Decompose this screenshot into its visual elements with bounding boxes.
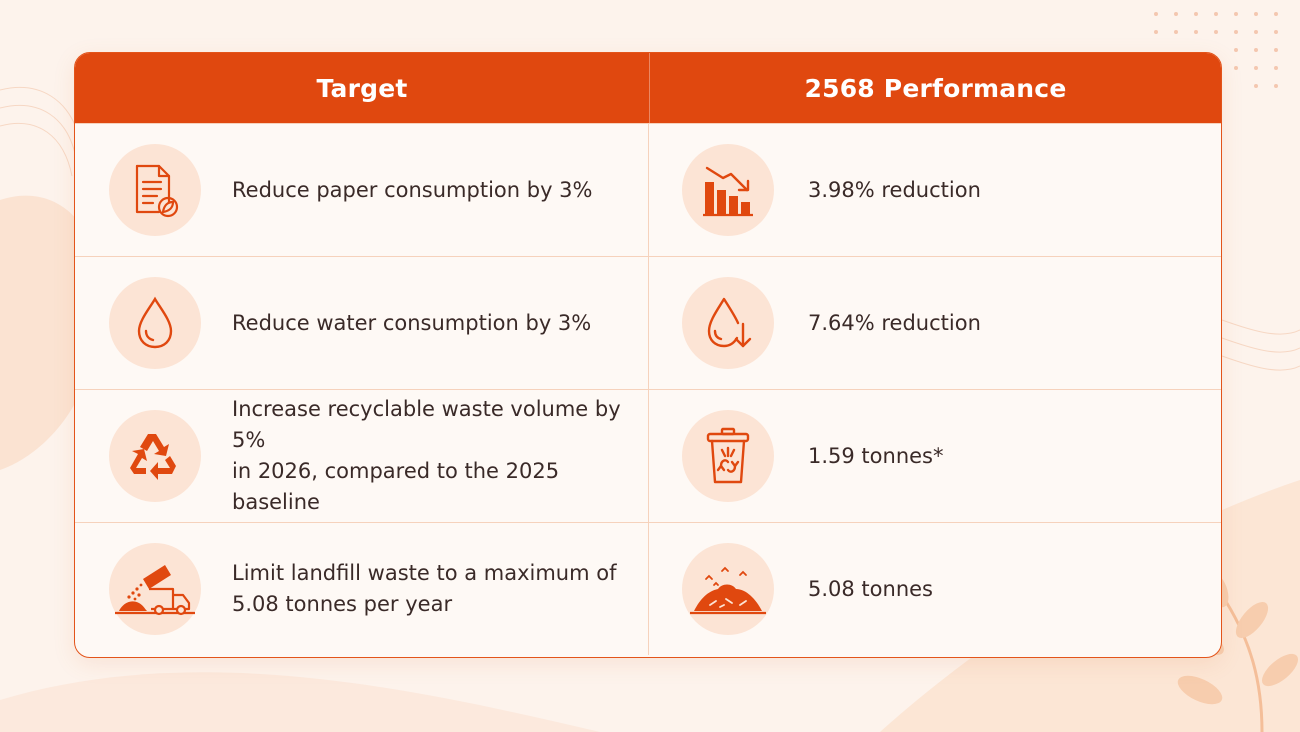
targets-table: Target 2568 Performance Reduce paper con…	[74, 52, 1222, 658]
dump-truck-icon	[109, 543, 201, 635]
performance-text: 5.08 tonnes	[808, 576, 933, 601]
header-performance: 2568 Performance	[804, 73, 1067, 103]
target-cell: Reduce paper consumption by 3%	[75, 124, 649, 256]
paper-document-leaf-icon	[109, 144, 201, 236]
table-row: Limit landfill waste to a maximum of 5.0…	[75, 522, 1221, 655]
target-text: Reduce paper consumption by 3%	[232, 177, 593, 202]
target-cell: Limit landfill waste to a maximum of 5.0…	[75, 523, 649, 655]
table-header: Target 2568 Performance	[75, 53, 1221, 123]
performance-cell: 5.08 tonnes	[649, 523, 1220, 655]
decreasing-bar-chart-icon	[682, 144, 774, 236]
performance-cell: 3.98% reduction	[649, 124, 1220, 256]
header-target: Target	[75, 53, 650, 123]
target-cell: Reduce water consumption by 3%	[75, 257, 649, 389]
water-drop-down-arrow-icon	[682, 277, 774, 369]
recycle-bin-icon	[682, 410, 774, 502]
performance-text: 1.59 tonnes*	[808, 443, 944, 468]
performance-text: 7.64% reduction	[808, 310, 981, 335]
target-text: Increase recyclable waste volume by 5% i…	[232, 397, 621, 514]
performance-text: 3.98% reduction	[808, 177, 981, 202]
performance-cell: 7.64% reduction	[649, 257, 1220, 389]
performance-cell: 1.59 tonnes*	[649, 390, 1220, 522]
target-text: Limit landfill waste to a maximum of 5.0…	[232, 561, 617, 616]
table-row: Reduce paper consumption by 3% 3.98% red…	[75, 123, 1221, 256]
target-cell: Increase recyclable waste volume by 5% i…	[75, 390, 649, 522]
target-text: Reduce water consumption by 3%	[232, 310, 592, 335]
table-row: Increase recyclable waste volume by 5% i…	[75, 389, 1221, 522]
table-row: Reduce water consumption by 3% 7.64% red…	[75, 256, 1221, 389]
recycle-icon	[109, 410, 201, 502]
water-drop-icon	[109, 277, 201, 369]
landfill-pile-icon	[682, 543, 774, 635]
